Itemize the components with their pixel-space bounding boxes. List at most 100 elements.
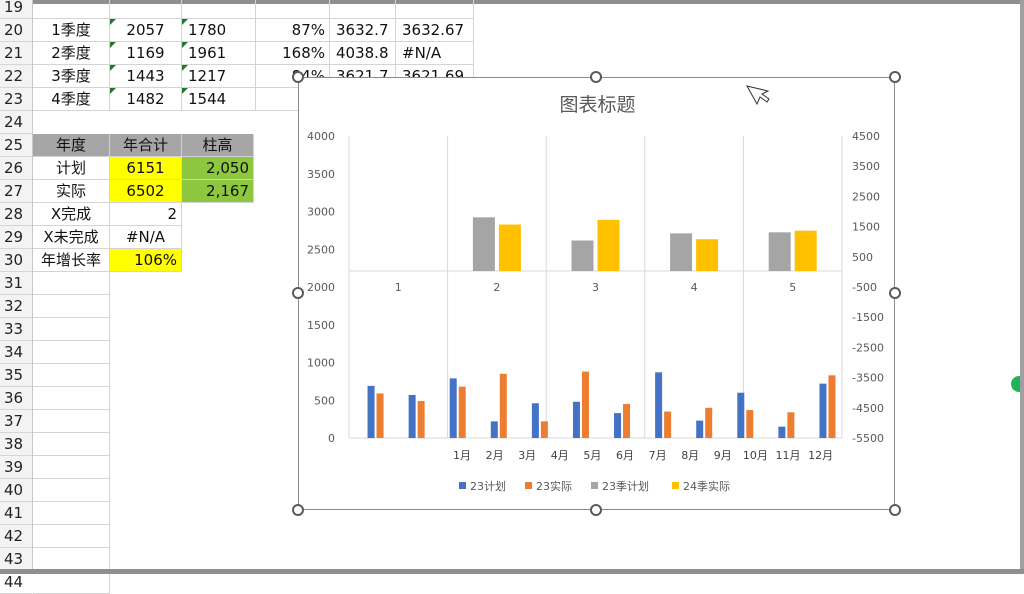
cell-empty[interactable] xyxy=(33,525,110,548)
cell-empty[interactable] xyxy=(33,502,110,525)
lower-plan-bar[interactable] xyxy=(696,420,704,438)
lower-plan-bar[interactable] xyxy=(449,378,457,438)
cell-empty[interactable] xyxy=(33,0,110,19)
cell-plan-value[interactable]: 1443 xyxy=(110,65,182,88)
row-number[interactable]: 26 xyxy=(0,157,32,180)
upper-plan-bar[interactable] xyxy=(472,217,495,271)
cell-calc-b[interactable]: #N/A xyxy=(396,42,474,65)
row-number[interactable]: 31 xyxy=(0,272,32,295)
row-number[interactable]: 36 xyxy=(0,387,32,410)
cell-empty[interactable] xyxy=(33,571,110,594)
row-number[interactable]: 23 xyxy=(0,88,32,111)
row-number[interactable]: 20 xyxy=(0,19,32,42)
cell-growth-value[interactable]: 106% xyxy=(110,249,182,272)
row-number[interactable]: 35 xyxy=(0,364,32,387)
lower-actual-bar[interactable] xyxy=(828,375,836,438)
lower-plan-bar[interactable] xyxy=(614,413,622,438)
cell-empty[interactable] xyxy=(33,410,110,433)
row-number[interactable]: 43 xyxy=(0,548,32,571)
cell-notdone-value[interactable]: #N/A xyxy=(110,226,182,249)
cell-actual-value[interactable]: 1544 xyxy=(182,88,256,111)
resize-handle-bottom[interactable] xyxy=(590,504,602,516)
lower-actual-bar[interactable] xyxy=(623,404,631,438)
cell-empty[interactable] xyxy=(182,0,256,19)
row-number[interactable]: 19 xyxy=(0,0,32,19)
lower-plan-bar[interactable] xyxy=(737,392,745,438)
cell-done-label[interactable]: X完成 xyxy=(33,203,110,226)
cell-quarter-label[interactable]: 2季度 xyxy=(33,42,110,65)
cell-growth-label[interactable]: 年增长率 xyxy=(33,249,110,272)
cell-quarter-label[interactable]: 1季度 xyxy=(33,19,110,42)
cell-actual-value[interactable]: 1961 xyxy=(182,42,256,65)
row-number[interactable]: 34 xyxy=(0,341,32,364)
cell-actual-value[interactable]: 1780 xyxy=(182,19,256,42)
lower-plan-bar[interactable] xyxy=(778,426,786,438)
cell-empty[interactable] xyxy=(396,0,474,19)
lower-actual-bar[interactable] xyxy=(499,373,507,438)
resize-handle-right[interactable] xyxy=(889,287,901,299)
chart-object[interactable]: 图表标题 1 2 3 4 5 4000 3500 3000 2500 2000 1500 1000 50… xyxy=(298,77,895,510)
upper-actual-bar[interactable] xyxy=(498,224,521,271)
cell-actual-total[interactable]: 6502 xyxy=(110,180,182,203)
cell-empty[interactable] xyxy=(256,0,330,19)
lower-plan-bar[interactable] xyxy=(572,401,580,438)
row-number[interactable]: 30 xyxy=(0,249,32,272)
lower-actual-bar[interactable] xyxy=(540,421,548,438)
cell-calc-a[interactable]: 3632.7 xyxy=(330,19,396,42)
row-number[interactable]: 38 xyxy=(0,433,32,456)
row-number[interactable]: 21 xyxy=(0,42,32,65)
cell-empty[interactable] xyxy=(33,295,110,318)
cell-done-value[interactable]: 2 xyxy=(110,203,182,226)
lower-actual-bar[interactable] xyxy=(787,412,795,438)
lower-actual-bar[interactable] xyxy=(664,411,672,438)
cell-plan-height[interactable]: 2,050 xyxy=(182,157,254,180)
lower-actual-bar[interactable] xyxy=(458,386,466,438)
cell-empty[interactable] xyxy=(33,318,110,341)
row-number[interactable]: 24 xyxy=(0,111,32,134)
summary-header-total[interactable]: 年合计 xyxy=(110,134,182,157)
cell-plan-value[interactable]: 1169 xyxy=(110,42,182,65)
cell-quarter-label[interactable]: 3季度 xyxy=(33,65,110,88)
lower-actual-bar[interactable] xyxy=(746,410,754,438)
resize-handle-bottom-right[interactable] xyxy=(889,504,901,516)
cell-empty[interactable] xyxy=(33,479,110,502)
cell-empty[interactable] xyxy=(110,0,182,19)
row-number[interactable]: 29 xyxy=(0,226,32,249)
cell-actual-label[interactable]: 实际 xyxy=(33,180,110,203)
upper-plan-bar[interactable] xyxy=(571,240,594,271)
lower-actual-bar[interactable] xyxy=(581,371,589,438)
cell-quarter-label[interactable]: 4季度 xyxy=(33,88,110,111)
row-number[interactable]: 42 xyxy=(0,525,32,548)
cell-empty[interactable] xyxy=(33,387,110,410)
cell-actual-value[interactable]: 1217 xyxy=(182,65,256,88)
upper-plan-bar[interactable] xyxy=(768,232,791,271)
cell-plan-value[interactable]: 1482 xyxy=(110,88,182,111)
resize-handle-top-left[interactable] xyxy=(292,71,304,83)
row-number[interactable]: 39 xyxy=(0,456,32,479)
chart-title[interactable]: 图表标题 xyxy=(559,94,636,116)
cell-notdone-label[interactable]: X未完成 xyxy=(33,226,110,249)
cell-calc-b[interactable]: 3632.67 xyxy=(396,19,474,42)
cell-empty[interactable] xyxy=(33,364,110,387)
lower-plan-bar[interactable] xyxy=(490,421,498,438)
summary-header-year[interactable]: 年度 xyxy=(33,134,110,157)
row-number[interactable]: 37 xyxy=(0,410,32,433)
cell-empty[interactable] xyxy=(33,341,110,364)
lower-actual-bar[interactable] xyxy=(376,393,384,438)
lower-plan-bar[interactable] xyxy=(408,394,416,438)
cell-actual-height[interactable]: 2,167 xyxy=(182,180,254,203)
row-number[interactable]: 28 xyxy=(0,203,32,226)
summary-header-height[interactable]: 柱高 xyxy=(182,134,254,157)
lower-actual-bar[interactable] xyxy=(705,407,713,438)
cell-ratio[interactable]: 168% xyxy=(256,42,330,65)
cell-plan-total[interactable]: 6151 xyxy=(110,157,182,180)
resize-handle-left[interactable] xyxy=(292,287,304,299)
chart-plot[interactable]: 1 2 3 4 5 4000 3500 3000 2500 2000 1500 1000 500 0 450… xyxy=(299,78,894,509)
row-number[interactable]: 22 xyxy=(0,65,32,88)
lower-plan-bar[interactable] xyxy=(531,403,539,438)
row-number[interactable]: 33 xyxy=(0,318,32,341)
cell-ratio[interactable]: 87% xyxy=(256,19,330,42)
lower-plan-bar[interactable] xyxy=(367,385,375,438)
lower-actual-bar[interactable] xyxy=(417,401,425,438)
cell-empty[interactable] xyxy=(330,0,396,19)
